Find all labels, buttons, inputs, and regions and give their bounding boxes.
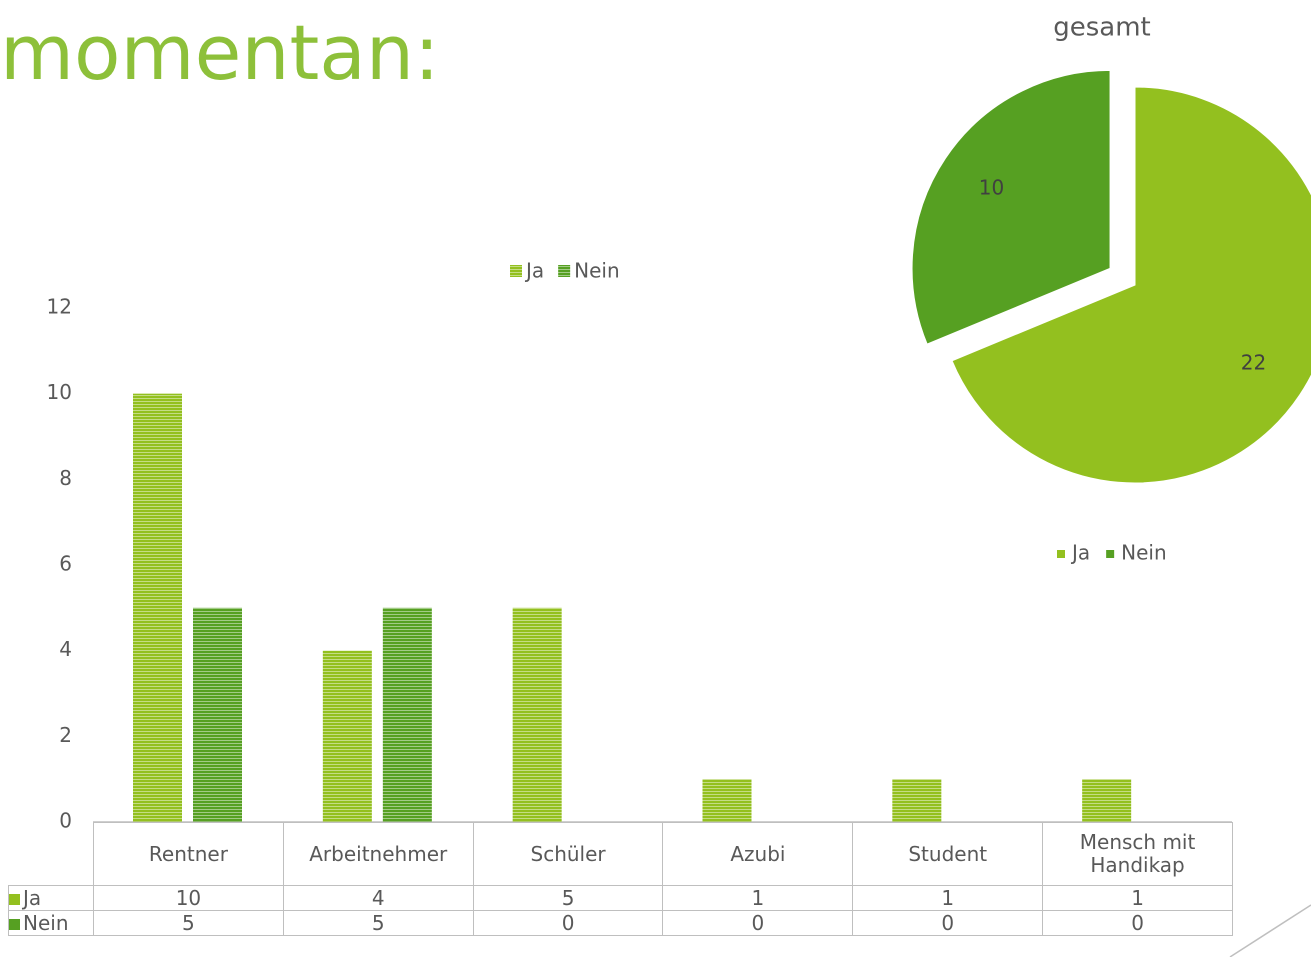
pie-data-label: 22: [1241, 351, 1266, 375]
bar: [133, 393, 182, 822]
legend-label: Ja: [1070, 541, 1090, 565]
table-key: Ja: [8, 885, 94, 911]
table-value: 4: [282, 885, 474, 911]
y-tick-label: 2: [59, 723, 72, 747]
pie-data-label: 10: [979, 176, 1004, 200]
y-tick-label: 0: [59, 809, 72, 833]
bar: [1082, 779, 1132, 822]
table-category: Student: [852, 822, 1044, 886]
y-tick-label: 10: [47, 380, 72, 404]
bar: [892, 779, 942, 822]
table-value: 5: [282, 910, 474, 936]
pie-slice: [951, 86, 1311, 484]
legend-label: Nein: [1121, 541, 1167, 565]
table-row: Nein 5 5 0 0 0 0: [8, 910, 1233, 936]
bar: [382, 607, 432, 822]
legend-swatch: [1106, 550, 1115, 558]
data-table: Rentner Arbeitnehmer Schüler Azubi Student Me…: [8, 822, 1233, 936]
table-series-name: Ja: [23, 885, 42, 910]
table-value: 0: [662, 910, 854, 936]
table-swatch: [9, 893, 20, 905]
table-value: 1: [662, 885, 854, 911]
table-category: Mensch mit Handikap: [1042, 822, 1233, 886]
table-value: 1: [1042, 885, 1233, 911]
bar: [702, 779, 752, 822]
legend-swatch: [1057, 550, 1065, 558]
table-value: 0: [852, 910, 1044, 936]
table-value: 5: [472, 885, 664, 911]
bar: [322, 650, 372, 822]
table-header: Rentner Arbeitnehmer Schüler Azubi Student Me…: [9, 822, 1233, 886]
legend-label: Nein: [574, 259, 620, 283]
table-corner: [9, 823, 94, 886]
table-category: Azubi: [662, 822, 854, 886]
y-tick-label: 4: [59, 637, 72, 661]
legend-label: Ja: [524, 259, 544, 283]
slide-title: momentan:: [0, 8, 440, 97]
pie-slice: [911, 69, 1111, 345]
decor-line: [1229, 904, 1311, 957]
table-series-name: Nein: [23, 910, 69, 935]
table-value: 0: [472, 910, 664, 936]
table-category: Schüler: [472, 822, 664, 886]
table-category: Rentner: [93, 822, 284, 886]
table-value: 10: [93, 885, 284, 911]
legend-swatch: [558, 265, 571, 277]
pie-title: gesamt: [1053, 13, 1151, 43]
table-category: Arbeitnehmer: [282, 822, 474, 886]
table-key: Nein: [8, 910, 94, 936]
y-tick-label: 6: [59, 552, 72, 576]
table-swatch: [9, 918, 20, 930]
bar: [193, 607, 242, 822]
bar: [512, 607, 562, 822]
table-value: 5: [93, 910, 284, 936]
table-row: Ja 10 4 5 1 1 1: [8, 885, 1233, 911]
legend-swatch: [510, 265, 522, 277]
table-value: 0: [1042, 910, 1233, 936]
y-tick-label: 12: [47, 295, 72, 319]
table-value: 1: [852, 885, 1044, 911]
y-tick-label: 8: [59, 466, 72, 490]
